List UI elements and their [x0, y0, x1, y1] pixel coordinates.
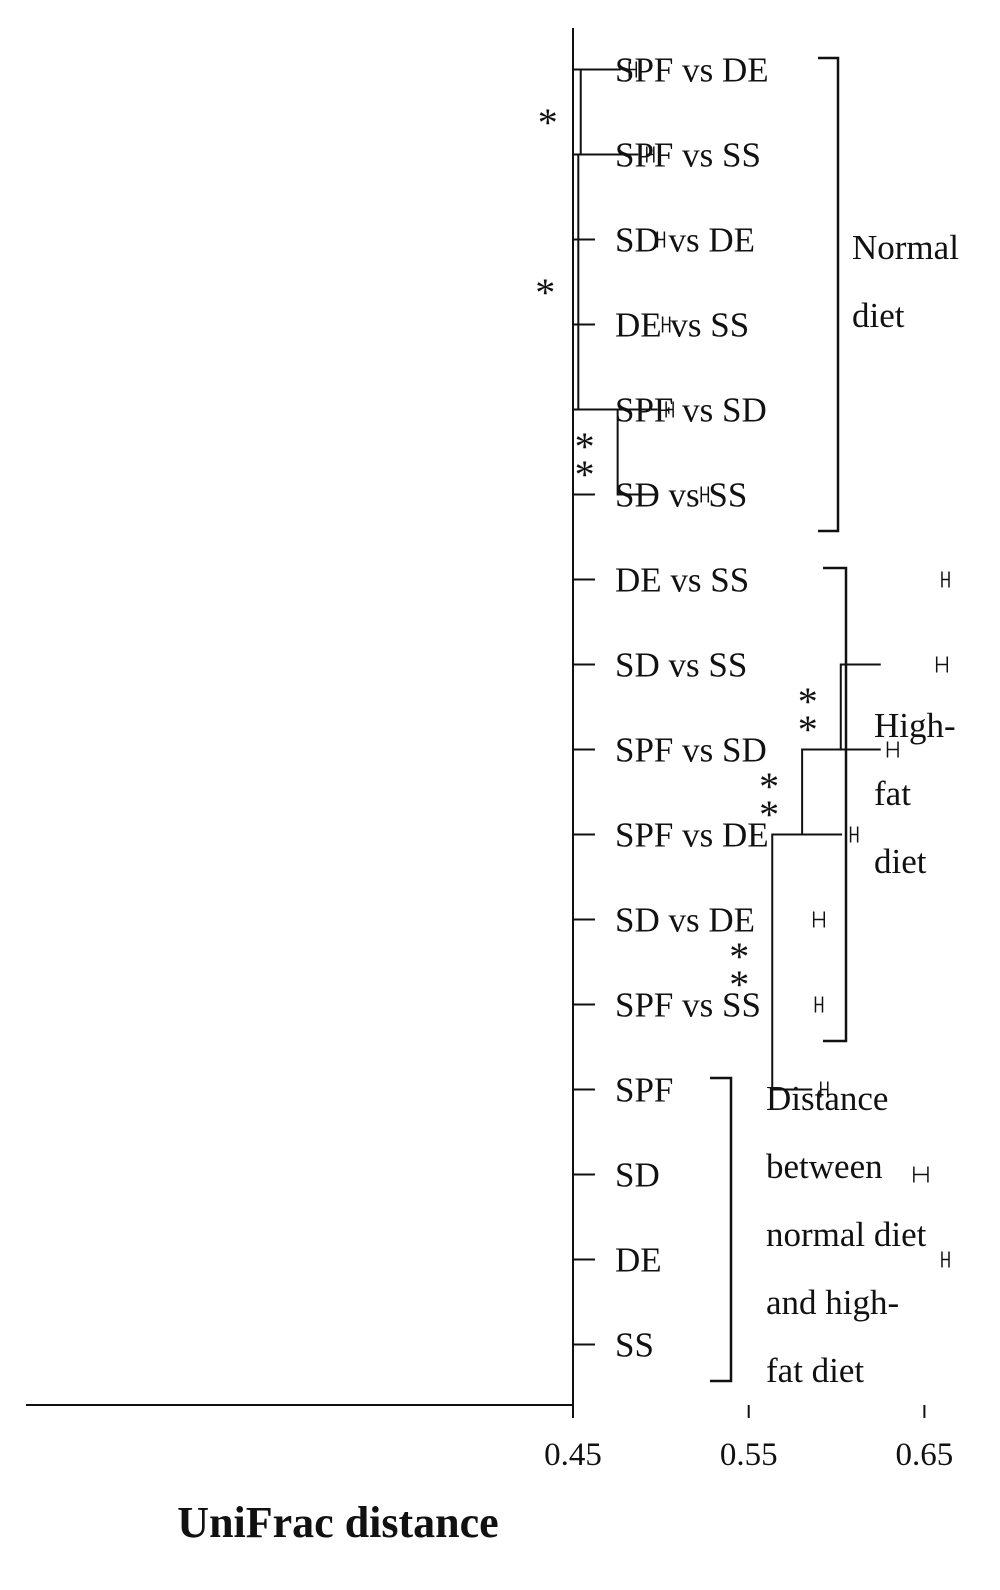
category-label: DE vs SS — [615, 561, 749, 600]
significance-label: * — [575, 424, 595, 469]
group-label: between — [766, 1147, 883, 1186]
error-bar — [849, 826, 859, 843]
significance-label: * — [798, 679, 818, 724]
group-label: Distance — [766, 1079, 888, 1118]
significance-label: * — [798, 707, 818, 752]
significance-label: * — [535, 270, 555, 315]
category-label: SD vs DE — [615, 221, 755, 260]
significance-label: * — [729, 934, 749, 979]
significance-label: * — [759, 792, 779, 837]
x-tick-label: 0.45 — [544, 1437, 602, 1473]
category-label: DE vs SS — [615, 306, 749, 345]
x-tick-label: 0.55 — [720, 1437, 778, 1473]
category-label: DE — [615, 1241, 662, 1280]
significance-bracket: ** — [575, 408, 658, 497]
bars-layer — [628, 61, 950, 1268]
error-bar — [665, 401, 674, 418]
group-label: fat — [874, 774, 911, 813]
error-bar — [941, 571, 950, 588]
error-bar — [812, 911, 826, 928]
category-label: SD — [615, 1156, 660, 1195]
category-label: SPF vs SD — [615, 731, 767, 770]
error-bar — [656, 231, 666, 248]
category-label: SPF vs DE — [615, 816, 769, 855]
group-label: fat diet — [766, 1351, 864, 1390]
x-tick-label: 0.65 — [896, 1437, 954, 1473]
error-bar — [814, 996, 824, 1013]
category-label: SD vs DE — [615, 901, 755, 940]
significance-bracket: * — [538, 68, 621, 156]
significance-label: * — [538, 100, 558, 145]
error-bar — [935, 656, 948, 673]
significance-bracket: ** — [729, 833, 813, 1091]
error-bar — [941, 1251, 950, 1268]
group-label: and high- — [766, 1283, 899, 1322]
category-label: SPF vs SS — [615, 136, 761, 175]
error-bar — [913, 1166, 929, 1183]
error-bar — [700, 486, 710, 503]
category-label: SPF — [615, 1071, 673, 1110]
category-label: SD vs SS — [615, 646, 747, 685]
category-labels: SPF vs DE SPF vs SS SD vs DE DE vs SS SPF vs… — [573, 51, 769, 1365]
significance-bracket: ** — [759, 748, 843, 837]
significance-label: * — [729, 962, 749, 1007]
group-bracket-between: Distance between normal diet and high-fat d… — [710, 1076, 927, 1390]
error-bar — [886, 741, 899, 758]
significance-brackets: ********** — [535, 68, 881, 1091]
group-label: diet — [852, 296, 905, 335]
x-axis-title: UniFrac distance — [177, 1498, 498, 1547]
group-bracket-high_fat: High-fat diet — [823, 566, 956, 1043]
category-label: SS — [615, 1326, 654, 1365]
group-brackets: Normal diet High-fat diet Distance between nor… — [710, 56, 959, 1390]
group-bracket-normal: Normal diet — [818, 56, 959, 533]
category-label: SPF vs DE — [615, 51, 769, 90]
group-label: Normal — [852, 228, 959, 267]
significance-label: * — [759, 764, 779, 809]
significance-label: * — [575, 452, 595, 497]
group-label: normal diet — [766, 1215, 927, 1254]
group-label: High- — [874, 706, 956, 745]
group-label: diet — [874, 842, 927, 881]
error-bar — [628, 61, 638, 78]
error-bar — [819, 1081, 829, 1098]
significance-bracket: * — [535, 153, 639, 411]
error-bar — [661, 316, 671, 333]
category-label: SPF vs SS — [615, 986, 761, 1025]
significance-bracket: ** — [798, 663, 881, 752]
error-bar — [646, 146, 655, 163]
